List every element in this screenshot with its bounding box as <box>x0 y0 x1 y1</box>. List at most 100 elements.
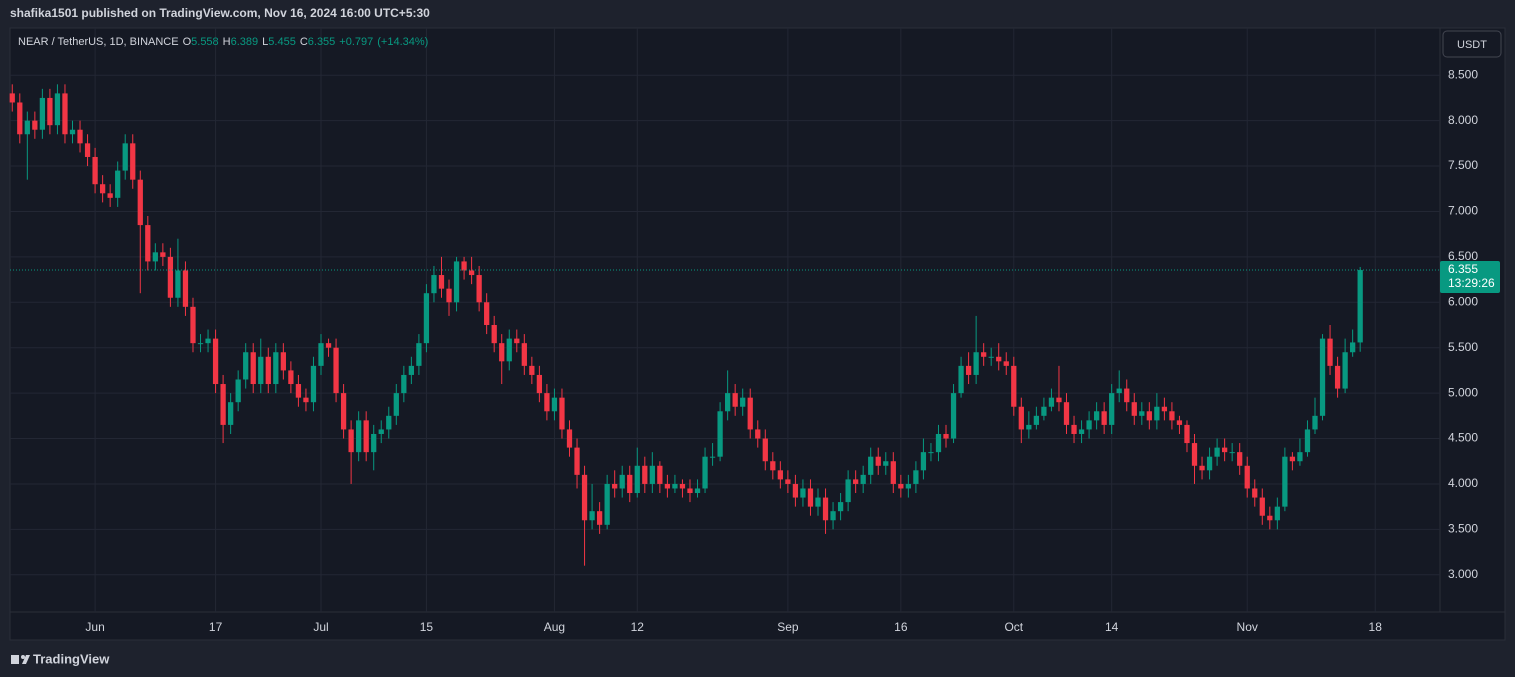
candle-body <box>1154 406 1160 421</box>
candle-body <box>732 393 738 407</box>
candle-body <box>1327 338 1333 366</box>
candle-body <box>596 511 603 525</box>
candle-body <box>1071 424 1077 434</box>
ohlc-value: 6.355 <box>308 36 336 48</box>
candle-body <box>875 456 881 466</box>
candle-body <box>770 461 776 471</box>
candle-body <box>1282 456 1288 507</box>
candle-body <box>1041 406 1047 416</box>
candle-body <box>981 352 987 357</box>
x-tick-label: Jul <box>313 620 328 634</box>
candle-body <box>1304 429 1311 453</box>
candle-body <box>137 179 143 226</box>
candle-body <box>755 429 761 439</box>
y-tick-label: 4.500 <box>1448 431 1478 445</box>
last-price-tag <box>1440 261 1500 294</box>
candle-body <box>1244 465 1250 489</box>
candle-body <box>581 474 588 521</box>
candle-body <box>740 397 746 407</box>
candle-body <box>499 343 505 362</box>
candle-body <box>785 479 791 484</box>
candle-body <box>303 397 309 403</box>
candle-body <box>996 356 1002 362</box>
x-tick-label: 15 <box>420 620 434 634</box>
candle-body <box>175 270 181 298</box>
x-tick-label: Oct <box>1004 620 1023 634</box>
candle-body <box>363 420 369 453</box>
candle-body <box>69 129 76 135</box>
y-tick-label: 5.000 <box>1448 385 1478 399</box>
candle-body <box>521 343 527 366</box>
candle-body <box>1078 429 1085 434</box>
candle-body <box>356 420 362 453</box>
candle-body <box>1048 397 1055 407</box>
candle-body <box>1259 497 1265 516</box>
candle-body <box>1214 447 1220 457</box>
symbol-title: NEAR / TetherUS, 1D, BINANCE <box>18 36 179 48</box>
change-percent: (+14.34%) <box>377 36 428 48</box>
candle-body <box>393 393 399 416</box>
candle-body <box>258 356 264 385</box>
candle-body <box>589 511 595 521</box>
candle-body <box>627 474 633 494</box>
candle-body <box>295 384 302 398</box>
candle-body <box>913 470 919 484</box>
candle-body <box>544 393 550 412</box>
candle-body <box>17 102 23 135</box>
candle-body <box>807 488 814 507</box>
grid <box>10 28 1440 612</box>
candle-body <box>1011 365 1017 407</box>
candle-body <box>1350 342 1356 353</box>
x-tick-label: Aug <box>544 620 565 634</box>
candle-body <box>318 343 324 366</box>
candle-body <box>9 93 15 103</box>
candle-body <box>642 465 648 484</box>
published: shafika1501 published on TradingView.com… <box>10 6 430 20</box>
y-tick-label: 8.500 <box>1448 67 1478 81</box>
chart-panel <box>9 27 1506 641</box>
candle-body <box>115 170 121 198</box>
candle-body <box>815 497 821 507</box>
candle-body <box>99 184 106 194</box>
candle-body <box>604 483 610 525</box>
candle-body <box>958 365 964 394</box>
candle-body <box>965 365 972 375</box>
candle-body <box>657 465 663 484</box>
candle-body <box>860 474 866 484</box>
candle-body <box>905 483 911 489</box>
candle-body <box>747 397 753 430</box>
currency[interactable]: USDT <box>1457 39 1487 51</box>
candle-body <box>152 252 158 262</box>
candle-body <box>401 374 407 394</box>
candle-body <box>1221 447 1228 453</box>
candle-body <box>845 479 851 503</box>
candle-body <box>1334 365 1341 389</box>
ohlc-label: O <box>183 36 192 48</box>
candle-body <box>702 456 708 489</box>
x-tick-label: Nov <box>1237 620 1258 634</box>
ohlc-value: 6.389 <box>231 36 259 48</box>
candle-body <box>800 488 806 498</box>
candle-body <box>250 352 256 385</box>
candle-body <box>265 356 271 385</box>
candle-body <box>1086 420 1092 430</box>
currency-button[interactable] <box>1442 30 1502 58</box>
candle-body <box>273 352 279 385</box>
candle-body <box>536 374 543 394</box>
candle-body <box>1184 424 1190 444</box>
candle-body <box>1018 406 1024 430</box>
candle-body <box>1033 415 1040 425</box>
candle-body <box>1116 388 1122 394</box>
candle-body <box>62 93 68 135</box>
candle-body <box>551 397 558 412</box>
ohlc-value: 5.455 <box>268 36 296 48</box>
candle-body <box>491 324 497 344</box>
candle-body <box>1124 388 1130 403</box>
candle-body <box>566 429 573 448</box>
candle-body <box>288 370 294 385</box>
candle-body <box>973 352 979 375</box>
candle-body <box>837 502 844 512</box>
candle-body <box>77 129 83 144</box>
candle-body <box>107 193 113 198</box>
